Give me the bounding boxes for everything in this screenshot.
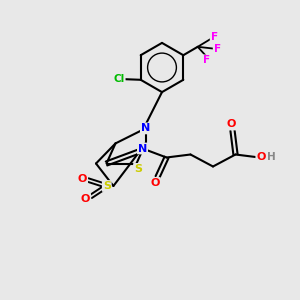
Text: O: O	[256, 152, 266, 163]
Text: O: O	[78, 173, 87, 184]
Text: O: O	[226, 119, 236, 130]
Text: F: F	[211, 32, 218, 42]
Text: O: O	[81, 194, 90, 204]
Text: H: H	[267, 152, 276, 162]
Text: N: N	[138, 143, 147, 154]
Text: S: S	[134, 164, 142, 174]
Text: F: F	[202, 55, 210, 65]
Text: O: O	[150, 178, 160, 188]
Text: S: S	[103, 181, 111, 191]
Text: Cl: Cl	[113, 74, 125, 84]
Text: F: F	[214, 44, 221, 54]
Text: N: N	[141, 123, 150, 134]
